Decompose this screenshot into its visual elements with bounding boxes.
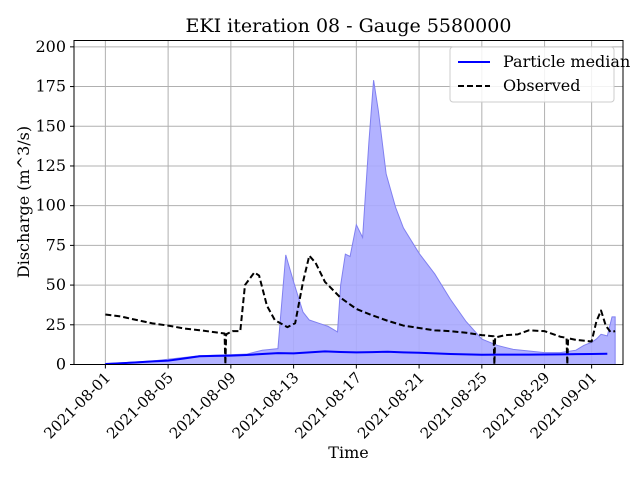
y-tick-label-175: 175 <box>35 77 66 96</box>
y-tick-label-150: 150 <box>35 116 66 135</box>
y-tick-label-200: 200 <box>35 37 66 56</box>
y-tick-label-125: 125 <box>35 156 66 175</box>
x-axis-label: Time <box>328 443 368 462</box>
x-axis-ticks: 2021-08-012021-08-052021-08-092021-08-13… <box>40 364 600 443</box>
x-tick-label-2021-08-01: 2021-08-01 <box>40 369 114 443</box>
x-tick-label-2021-08-13: 2021-08-13 <box>229 369 303 443</box>
y-axis-label: Discharge (m^3/s) <box>14 126 33 278</box>
y-tick-label-0: 0 <box>56 355 66 374</box>
series-line-particle-median <box>105 350 608 366</box>
y-tick-label-50: 50 <box>46 275 66 294</box>
legend-frame <box>449 46 615 103</box>
x-tick-label-2021-08-09: 2021-08-09 <box>166 369 240 443</box>
plot-area-frame <box>73 40 624 365</box>
legend-label-observed: Observed <box>503 76 580 95</box>
legend-label-particle-median: Particle median <box>503 52 630 71</box>
series-line-observed <box>105 254 616 366</box>
chart-title: EKI iteration 08 - Gauge 5580000 <box>186 15 512 37</box>
legend: Particle median Observed <box>449 46 630 103</box>
x-tick-label-2021-08-17: 2021-08-17 <box>291 369 365 443</box>
series-lines <box>105 254 616 366</box>
y-tick-label-100: 100 <box>35 196 66 215</box>
uncertainty-band <box>104 80 616 365</box>
y-tick-label-25: 25 <box>46 315 66 334</box>
x-tick-label-2021-08-05: 2021-08-05 <box>103 369 177 443</box>
uncertainty-band-area <box>104 80 616 365</box>
y-tick-label-75: 75 <box>46 235 66 254</box>
y-axis-ticks: 0 25 50 75 100 125 150 175 200 <box>35 37 74 374</box>
x-tick-label-2021-08-25: 2021-08-25 <box>417 369 491 443</box>
x-tick-label-2021-08-21: 2021-08-21 <box>354 369 428 443</box>
